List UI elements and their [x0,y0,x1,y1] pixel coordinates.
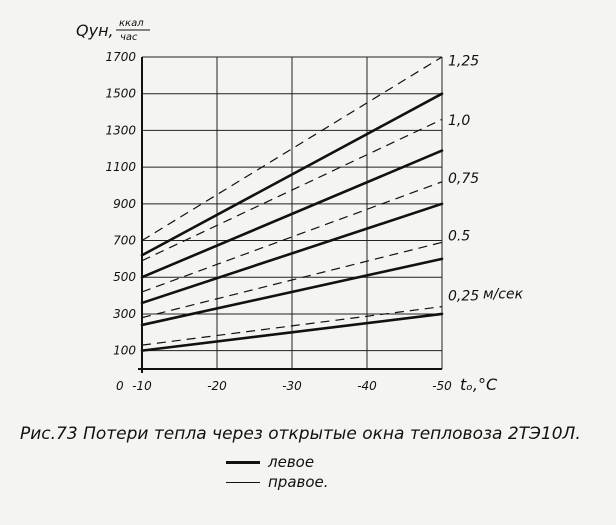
series-line-left [140,202,444,305]
series-label: 1,25 [448,53,479,69]
series-unit-label: м/сек [483,286,524,302]
grid [141,56,443,369]
series-line-right [141,56,443,242]
legend: левое правое. [226,452,329,492]
series-line-right [141,241,443,319]
legend-label-right: правое. [268,473,329,491]
axes: 100 300 500 700 900 1100 1300 1500 1700 -10 -20 -30… [105,50,452,393]
series-line-right [141,118,443,262]
series-line-right [141,181,443,293]
x-tick-label: -40 [357,379,377,393]
y-tick-label: 700 [113,234,136,248]
y-tick-label: 1100 [105,160,136,174]
y-tick-label: 1700 [105,50,136,64]
y-axis-label: Qун, [76,21,114,40]
series-line-left [140,149,444,279]
series-label: 0.5 [448,229,470,245]
y-tick-label: 900 [113,197,136,211]
legend-swatch-thin [226,481,260,483]
y-tick-label: 500 [113,270,136,284]
x-tick-label: -10 [132,379,152,393]
series-label: 1,0 [448,113,470,129]
series-label: 0,75 [448,171,479,187]
series-line-left [140,312,444,352]
x-tick-label: -30 [282,379,302,393]
series-line-left [140,257,444,327]
y-axis-unit-numerator: ккал [119,18,144,29]
y-tick-label: 1300 [105,123,136,137]
legend-item-left: левое [226,452,329,472]
series-line-right [141,306,443,346]
series-line-left [140,92,444,257]
series-lines [140,56,444,352]
y-tick-label: 1500 [105,87,136,101]
caption: Рис.73 Потери тепла через открытые окна … [20,424,581,444]
x-tick-label: -20 [207,379,227,393]
heat-loss-chart: 100 300 500 700 900 1100 1300 1500 1700 -10 -20 -30… [76,18,524,394]
legend-swatch-bold [226,460,260,464]
y-tick-label: 100 [113,344,136,358]
series-labels: 0,25 м/сек 0.5 0,75 1,0 1,25 [448,53,524,304]
x-tick-label: -50 [432,379,452,393]
legend-label-left: левое [268,453,315,471]
y-axis-unit-denominator: час [120,32,138,43]
legend-item-right: правое. [226,472,329,492]
x-axis-label: tₒ,°C [460,375,498,394]
x-zero-label: 0 [116,379,124,393]
series-label: 0,25 [448,288,479,304]
y-tick-label: 300 [113,307,136,321]
